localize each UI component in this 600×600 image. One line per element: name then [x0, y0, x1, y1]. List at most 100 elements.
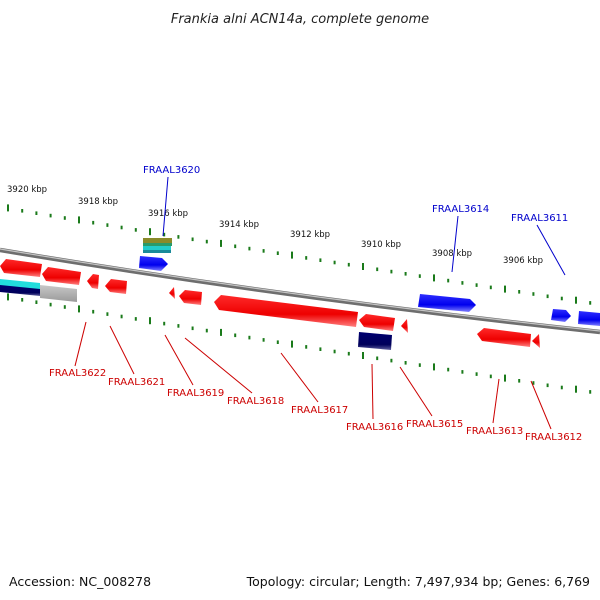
- minor-tick: [376, 267, 379, 272]
- leader-fraal3611: [536, 224, 566, 276]
- gene-fraal3614[interactable]: [418, 294, 476, 312]
- gene-fraal3616[interactable]: [358, 332, 392, 350]
- gene-fraal3615-b[interactable]: [401, 319, 408, 333]
- reverse-leader-lines: [74, 321, 552, 430]
- minor-tick: [120, 314, 123, 319]
- minor-tick: [589, 390, 592, 394]
- feature-olive[interactable]: [143, 238, 172, 243]
- minor-tick: [276, 340, 279, 344]
- feature-cyan[interactable]: [143, 246, 171, 250]
- minor-tick: [489, 285, 492, 290]
- minor-tick: [63, 305, 66, 309]
- kbp-label: 3920 kbp: [7, 185, 47, 195]
- label-fraal3618[interactable]: FRAAL3618: [227, 396, 284, 407]
- gene-fraal3615[interactable]: [359, 314, 395, 331]
- genome-backbone: [0, 247, 600, 335]
- minor-tick: [518, 379, 521, 383]
- map-title: Frankia alni ACN14a, complete genome: [171, 12, 429, 27]
- gene-fraal3621[interactable]: [105, 279, 127, 294]
- gene-fraal3619[interactable]: [169, 287, 175, 299]
- gene-fraal3611[interactable]: [551, 309, 571, 322]
- minor-tick: [134, 317, 137, 321]
- minor-tick: [319, 258, 322, 262]
- minor-tick: [234, 244, 237, 249]
- minor-tick: [191, 237, 194, 242]
- minor-tick: [418, 363, 421, 367]
- major-tick: [291, 251, 293, 259]
- minor-tick: [447, 278, 450, 283]
- minor-tick: [376, 356, 379, 361]
- minor-tick: [475, 372, 478, 376]
- minor-tick: [333, 260, 336, 265]
- minor-tick: [21, 298, 24, 302]
- leader-fraal3612: [530, 380, 552, 430]
- gene-fraal3623[interactable]: [0, 259, 42, 277]
- inner-tick-track: [7, 293, 592, 394]
- minor-tick: [35, 300, 38, 304]
- gene-fraal3620[interactable]: [139, 256, 168, 271]
- minor-tick: [461, 281, 464, 285]
- minor-tick: [305, 345, 308, 349]
- minor-tick: [120, 225, 123, 230]
- major-tick: [220, 328, 222, 336]
- minor-tick: [262, 249, 265, 253]
- kbp-label: 3918 kbp: [78, 197, 118, 207]
- gene-fraal3617[interactable]: [214, 295, 358, 327]
- minor-tick: [63, 216, 66, 220]
- minor-tick: [532, 292, 535, 296]
- minor-tick: [248, 246, 251, 251]
- feature-teal[interactable]: [143, 250, 171, 253]
- minor-tick: [49, 213, 52, 218]
- gene-fraal3610[interactable]: [578, 311, 600, 326]
- minor-tick: [262, 338, 265, 342]
- forward-leader-lines: [162, 176, 566, 276]
- label-fraal3616[interactable]: FRAAL3616: [346, 422, 403, 433]
- label-fraal3619[interactable]: FRAAL3619: [167, 388, 224, 399]
- leader-fraal3617: [280, 352, 319, 403]
- minor-tick: [347, 351, 350, 356]
- feature-green[interactable]: [143, 243, 172, 246]
- minor-tick: [177, 235, 180, 239]
- major-tick: [7, 293, 9, 301]
- minor-tick: [560, 385, 563, 390]
- gene-fraal3613[interactable]: [477, 328, 531, 347]
- minor-tick: [546, 294, 549, 299]
- minor-tick: [447, 367, 450, 372]
- forward-gene-track: [139, 238, 600, 326]
- minor-tick: [546, 383, 549, 388]
- feature-grey-band[interactable]: [40, 285, 77, 302]
- leader-fraal3618: [184, 337, 253, 394]
- leader-fraal3613: [492, 378, 500, 424]
- outer-tick-track: [7, 204, 592, 305]
- minor-tick: [319, 347, 322, 351]
- major-tick: [433, 363, 435, 371]
- minor-tick: [248, 335, 251, 340]
- gene-fraal3622[interactable]: [42, 267, 81, 285]
- label-fraal3615[interactable]: FRAAL3615: [406, 419, 463, 430]
- minor-tick: [177, 324, 180, 328]
- minor-tick: [518, 290, 521, 294]
- label-fraal3622[interactable]: FRAAL3622: [49, 368, 106, 379]
- minor-tick: [560, 296, 563, 301]
- genome-backbone-highlight: [0, 248, 600, 332]
- kbp-label: 3914 kbp: [219, 220, 259, 230]
- label-fraal3614[interactable]: FRAAL3614: [432, 204, 489, 215]
- leader-fraal3620: [162, 176, 169, 237]
- feature-navy-band[interactable]: [0, 285, 40, 296]
- minor-tick: [106, 312, 109, 316]
- minor-tick: [347, 262, 350, 267]
- gene-fraal3618[interactable]: [179, 290, 202, 305]
- gene-fraal3612[interactable]: [532, 334, 540, 348]
- gene-fraal3621-a[interactable]: [87, 274, 99, 289]
- minor-tick: [276, 251, 279, 255]
- label-fraal3611[interactable]: FRAAL3611: [511, 213, 568, 224]
- label-fraal3617[interactable]: FRAAL3617: [291, 405, 348, 416]
- leader-fraal3622: [74, 321, 87, 367]
- label-fraal3620[interactable]: FRAAL3620: [143, 165, 200, 176]
- minor-tick: [191, 326, 194, 331]
- label-fraal3612[interactable]: FRAAL3612: [525, 432, 582, 443]
- label-fraal3621[interactable]: FRAAL3621: [108, 377, 165, 388]
- minor-tick: [418, 274, 421, 278]
- major-tick: [504, 374, 506, 382]
- label-fraal3613[interactable]: FRAAL3613: [466, 426, 523, 437]
